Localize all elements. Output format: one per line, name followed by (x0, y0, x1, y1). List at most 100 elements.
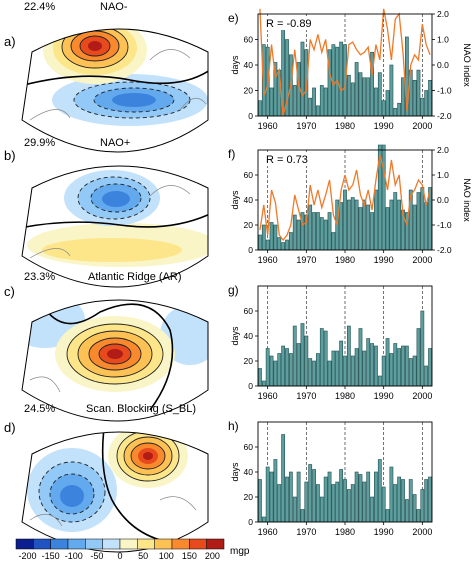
colorbar-cells (15, 538, 225, 550)
bar (381, 100, 386, 117)
colorbar-cell (137, 538, 155, 550)
y2-axis-label: NAO index (462, 178, 472, 222)
y-axis-label: days (230, 326, 240, 346)
bar (362, 481, 367, 523)
bar (292, 496, 297, 523)
x-tick-label: 1970 (296, 527, 316, 537)
bar (370, 343, 374, 387)
panel-letter: f) (228, 147, 235, 161)
y2-tick-label: -2.0 (437, 245, 452, 255)
bar (346, 74, 351, 117)
colorbar-cell (50, 538, 69, 550)
bar (339, 469, 344, 523)
bar (424, 202, 429, 251)
y-tick-label: 60 (244, 306, 254, 316)
y2-tick-label: 0.0 (437, 195, 449, 205)
y-tick-label: 60 (244, 170, 254, 180)
bar (424, 365, 429, 387)
bar (323, 476, 328, 523)
x-tick-label: 2000 (412, 121, 432, 131)
correlation-annotation: R = -0.89 (266, 18, 312, 30)
bar (416, 69, 421, 117)
map-title: NAO- (100, 1, 128, 13)
bar (316, 353, 320, 387)
bar (343, 355, 347, 387)
bar (374, 471, 378, 523)
bar (308, 464, 313, 523)
colorbar-cell (171, 538, 190, 550)
bar (377, 72, 382, 117)
bar (366, 471, 371, 523)
x-tick-label: 1970 (296, 255, 316, 265)
bar (424, 479, 429, 523)
bar (428, 348, 432, 387)
x-tick-label: 1990 (374, 391, 394, 401)
annotation-box (262, 152, 324, 166)
bar (316, 212, 320, 251)
map-panel-nao-plus: b) 29.9% NAO+ (4, 137, 209, 288)
bar-chart-e: e) -2.0 -1.0 0.0 1.0 2.0 NAO index 0 20 40 60 days 1… (228, 8, 472, 131)
bar (381, 355, 386, 387)
x-tick-label: 1990 (374, 121, 394, 131)
bar (269, 87, 274, 117)
bar-chart-f: f) -2.0 -1.0 0.0 1.0 2.0 NAO index 0 20 40 60 days 1… (228, 144, 472, 265)
bar (258, 100, 262, 117)
bar (331, 484, 336, 523)
bar (300, 323, 305, 387)
map-panel-atlantic-ridge: c) 23.3% Atlantic Ridge (AR) (4, 271, 209, 422)
y-axis-label: days (230, 190, 240, 210)
bar (397, 348, 402, 387)
bar (358, 72, 363, 117)
bar (370, 496, 374, 523)
bar (401, 77, 405, 117)
bar (292, 214, 297, 251)
x-tick-label: 1970 (296, 121, 316, 131)
bar (285, 348, 289, 387)
bar (308, 358, 313, 387)
map-title: NAO+ (100, 137, 130, 149)
bar (412, 204, 417, 251)
bar (370, 212, 374, 251)
colorbar-cell (189, 538, 207, 550)
bar (343, 479, 347, 523)
bar (354, 348, 359, 387)
bar (401, 479, 405, 523)
y-tick-label: 40 (244, 195, 254, 205)
bar-chart-h: h) 0 20 40 60 days 1960 1970 1980 1990 2000 (228, 419, 433, 537)
y2-tick-label: 1.0 (437, 170, 449, 180)
bar (397, 102, 402, 117)
y2-tick-label: -2.0 (437, 111, 452, 121)
bar (285, 476, 289, 523)
bar (316, 105, 320, 117)
map-percent: 24.5% (24, 403, 55, 415)
bar (319, 328, 324, 387)
bar (354, 471, 359, 523)
bar (397, 476, 402, 523)
y2-tick-label: 2.0 (437, 145, 449, 155)
bar (269, 222, 274, 251)
bar (300, 41, 305, 117)
bar (381, 144, 386, 251)
bar (304, 481, 309, 523)
colorbar-tick-label: 150 (182, 551, 197, 561)
bar (358, 207, 363, 251)
colorbar-cell (67, 538, 86, 550)
x-tick-label: 1960 (258, 121, 278, 131)
bar (331, 350, 336, 387)
bar (292, 325, 297, 387)
bar (277, 237, 282, 251)
nao-index-line (259, 154, 431, 242)
bar (339, 41, 344, 117)
bar (358, 474, 363, 523)
bar (288, 232, 293, 251)
bar (374, 87, 378, 117)
bar (404, 499, 409, 523)
colorbar-cell (206, 538, 225, 550)
y-axis-label: days (230, 55, 240, 75)
bar (385, 338, 390, 387)
bar (261, 380, 266, 387)
bar (393, 192, 398, 251)
bar (265, 348, 270, 387)
bar (327, 471, 332, 523)
